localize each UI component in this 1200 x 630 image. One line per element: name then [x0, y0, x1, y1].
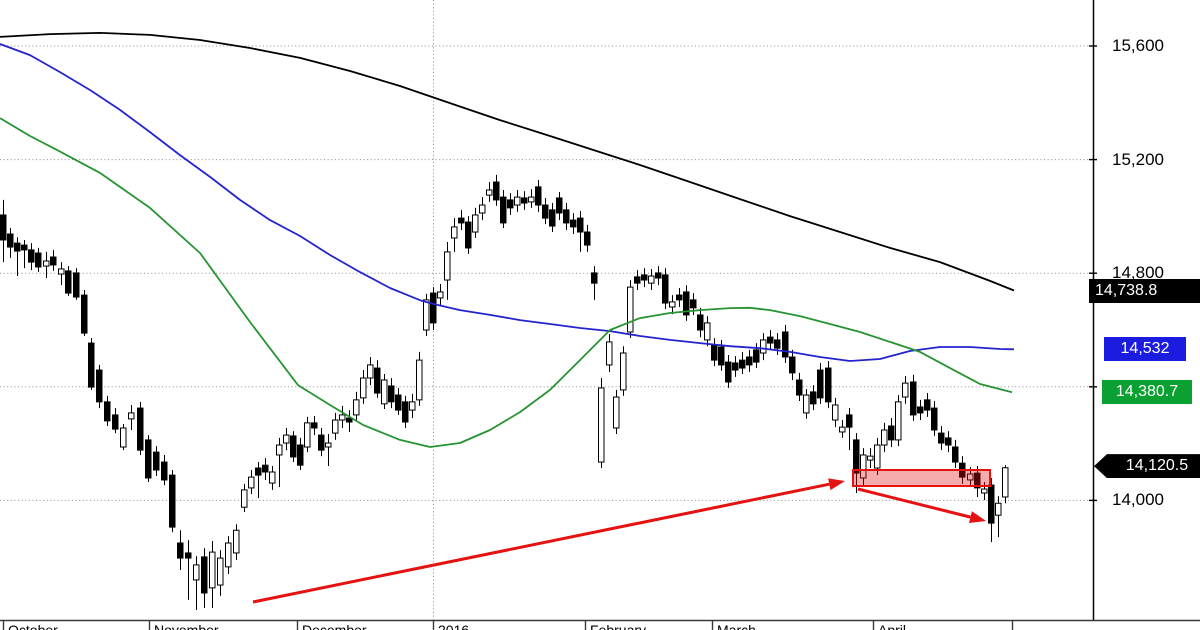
- x-axis-month-label: December: [302, 622, 367, 630]
- breakdown-arrow-icon: [857, 487, 986, 523]
- candles: [0, 174, 1009, 611]
- x-axis-month-label: April: [878, 622, 907, 630]
- price-badge-blue-ma: 14,532: [1104, 337, 1186, 362]
- gridlines: [0, 0, 1097, 620]
- price-badge-black-ma: 14,738.8: [1089, 278, 1200, 303]
- y-axis-tick-label: 14,800: [1112, 263, 1164, 283]
- price-badge-green-ma: 14,380.7: [1102, 380, 1192, 405]
- x-axis-month-label: November: [154, 622, 219, 630]
- ma-mid-blue: [0, 43, 1015, 362]
- price-badge-last-price: 14,120.5: [1094, 454, 1200, 479]
- annotations: [252, 469, 991, 604]
- y-axis-tick-label: 14,000: [1112, 490, 1164, 510]
- x-axis-month-label: March: [717, 622, 756, 630]
- resistance-zone-box: [852, 469, 991, 487]
- y-axis-tick-label: 15,600: [1112, 36, 1164, 55]
- ma-short-green: [0, 117, 1013, 448]
- x-axis-month-label: October: [8, 622, 58, 630]
- support-trendline-arrow-icon: [252, 478, 845, 604]
- ma-long-black: [0, 32, 1015, 292]
- y-axis-tick-label: 15,200: [1112, 149, 1164, 169]
- x-axis-month-label: February: [590, 622, 647, 630]
- x-axis-month-label: 2016: [438, 622, 470, 630]
